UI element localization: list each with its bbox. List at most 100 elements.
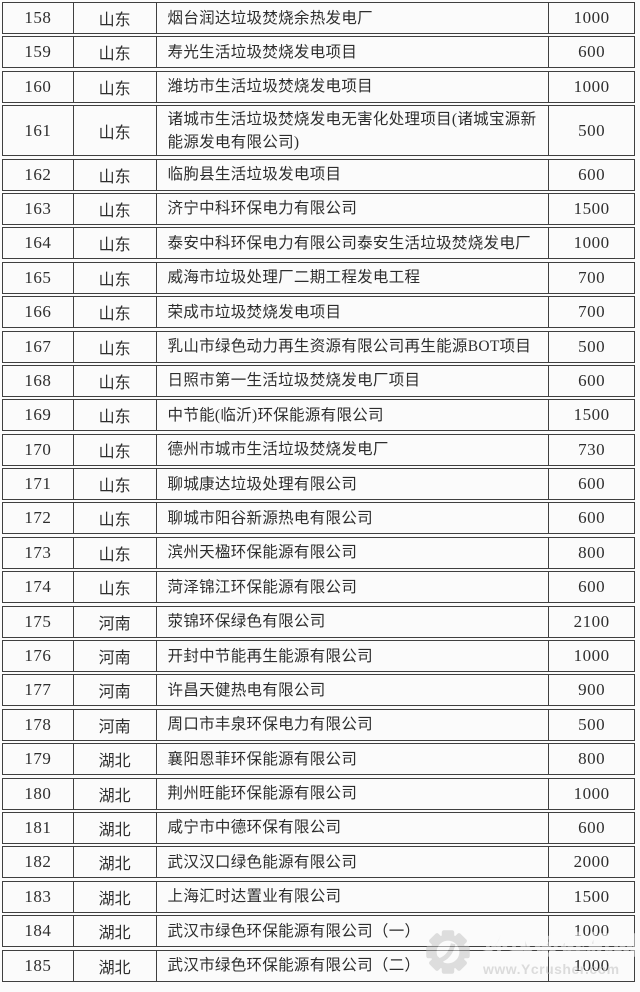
capacity-cell: 730 [578,439,606,459]
province-cell: 山东 [74,537,157,568]
project-name-cell: 寿光生活垃圾焚烧发电项目 [157,37,550,68]
row-number-cell: 171 [3,469,74,500]
project-name-cell: 周口市丰泉环保电力有限公司 [157,709,550,740]
row-number-cell: 165 [3,262,74,293]
capacity-cell: 500 [578,120,606,140]
capacity-cell: 600 [578,508,606,528]
project-name-cell: 潍坊市生活垃圾焚烧发电项目 [157,71,550,102]
table-row: 179 湖北 襄阳恩菲环保能源有限公司 800 [2,743,635,776]
capacity-cell: 900 [578,680,606,700]
province-cell: 湖北 [74,812,157,843]
row-number-cell: 181 [3,812,74,843]
table-row: 185 湖北 武汉市绿色环保能源有限公司（二） 1000 [2,949,635,982]
table-row: 174 山东 菏泽锦江环保能源有限公司 600 [2,571,635,604]
capacity-cell: 2100 [573,611,610,631]
capacity-cell: 1500 [573,886,610,906]
capacity-cell: 600 [578,370,606,390]
project-name-cell: 许昌天健热电有限公司 [157,675,550,706]
row-number-cell: 167 [3,331,74,362]
table-row: 178 河南 周口市丰泉环保电力有限公司 500 [2,708,635,741]
table-row: 169 山东 中节能(临沂)环保能源有限公司 1500 [2,399,635,432]
row-number-cell: 164 [3,228,74,259]
row-number-cell: 183 [3,881,74,912]
province-cell: 山东 [74,262,157,293]
capacity-cell: 600 [578,474,606,494]
capacity-cell: 1000 [573,8,610,27]
province-cell: 湖北 [74,916,157,947]
capacity-cell: 1000 [573,955,610,975]
capacity-cell: 700 [578,302,606,322]
project-name-cell: 日照市第一生活垃圾焚烧发电厂项目 [157,365,550,396]
capacity-cell: 500 [578,336,606,356]
table-row: 167 山东 乳山市绿色动力再生资源有限公司再生能源BOT项目 500 [2,330,635,363]
table-row: 159 山东 寿光生活垃圾焚烧发电项目 600 [2,36,635,69]
project-name-cell: 济宁中科环保电力有限公司 [157,193,550,224]
capacity-cell: 600 [578,164,606,184]
row-number-cell: 169 [3,400,74,431]
capacity-cell: 1000 [573,783,610,803]
capacity-cell: 700 [578,267,606,287]
capacity-cell: 600 [578,42,606,62]
table-row: 165 山东 威海市垃圾处理厂二期工程发电工程 700 [2,261,635,294]
province-cell: 山东 [74,71,157,102]
project-name-cell: 德州市城市生活垃圾焚烧发电厂 [157,434,550,465]
table-row: 170 山东 德州市城市生活垃圾焚烧发电厂 730 [2,433,635,466]
province-cell: 山东 [74,228,157,259]
province-cell: 湖北 [74,847,157,878]
project-name-cell: 咸宁市中德环保有限公司 [157,812,550,843]
project-name-cell: 武汉汉口绿色能源有限公司 [157,847,550,878]
row-number-cell: 178 [3,709,74,740]
table-row: 160 山东 潍坊市生活垃圾焚烧发电项目 1000 [2,70,635,103]
project-name-cell: 聊城康达垃圾处理有限公司 [157,469,550,500]
table-row: 177 河南 许昌天健热电有限公司 900 [2,674,635,707]
table-row: 183 湖北 上海汇时达置业有限公司 1500 [2,880,635,913]
project-name-cell: 上海汇时达置业有限公司 [157,881,550,912]
project-name-cell: 聊城市阳谷新源热电有限公司 [157,503,550,534]
province-cell: 山东 [74,3,157,33]
row-number-cell: 162 [3,159,74,190]
project-name-cell: 诸城市生活垃圾焚烧发电无害化处理项目(诸城宝源新能源发电有限公司) [157,106,550,156]
capacity-cell: 1500 [573,198,610,218]
row-number-cell: 176 [3,641,74,672]
table-row: 182 湖北 武汉汉口绿色能源有限公司 2000 [2,846,635,879]
province-cell: 山东 [74,572,157,603]
capacity-cell: 800 [578,542,606,562]
province-cell: 山东 [74,434,157,465]
table-row: 161 山东 诸城市生活垃圾焚烧发电无害化处理项目(诸城宝源新能源发电有限公司) 50… [2,105,635,157]
province-cell: 河南 [74,675,157,706]
province-cell: 山东 [74,400,157,431]
row-number-cell: 160 [3,71,74,102]
project-name-cell: 滨州天楹环保能源有限公司 [157,537,550,568]
project-name-cell: 中节能(临沂)环保能源有限公司 [157,400,550,431]
province-cell: 湖北 [74,881,157,912]
table-row: 181 湖北 咸宁市中德环保有限公司 600 [2,811,635,844]
table-row: 184 湖北 武汉市绿色环保能源有限公司（一） 1000 [2,915,635,948]
capacity-cell: 600 [578,577,606,597]
province-cell: 湖北 [74,950,157,981]
project-name-cell: 临朐县生活垃圾发电项目 [157,159,550,190]
table-row: 162 山东 临朐县生活垃圾发电项目 600 [2,158,635,191]
table-row: 171 山东 聊城康达垃圾处理有限公司 600 [2,468,635,501]
project-name-cell: 烟台润达垃圾焚烧余热发电厂 [157,3,550,33]
project-name-cell: 开封中节能再生能源有限公司 [157,641,550,672]
project-name-cell: 泰安中科环保电力有限公司泰安生活垃圾焚烧发电厂 [157,228,550,259]
row-number-cell: 179 [3,744,74,775]
province-cell: 河南 [74,709,157,740]
capacity-cell: 1000 [573,921,610,941]
table-row: 168 山东 日照市第一生活垃圾焚烧发电厂项目 600 [2,364,635,397]
capacity-cell: 1000 [573,76,610,96]
project-name-cell: 威海市垃圾处理厂二期工程发电工程 [157,262,550,293]
row-number-cell: 185 [3,950,74,981]
project-name-cell: 荥锦环保绿色有限公司 [157,606,550,637]
table-row: 180 湖北 荆州旺能环保能源有限公司 1000 [2,777,635,810]
row-number-cell: 173 [3,537,74,568]
row-number-cell: 174 [3,572,74,603]
capacity-cell: 1000 [573,646,610,666]
row-number-cell: 168 [3,365,74,396]
projects-table: 158 山东 烟台润达垃圾焚烧余热发电厂 1000 159 山东 寿光生活垃圾焚烧发电项目 6… [2,2,635,984]
row-number-cell: 175 [3,606,74,637]
province-cell: 山东 [74,159,157,190]
project-name-cell: 荣成市垃圾焚烧发电项目 [157,297,550,328]
row-number-cell: 163 [3,193,74,224]
row-number-cell: 180 [3,778,74,809]
